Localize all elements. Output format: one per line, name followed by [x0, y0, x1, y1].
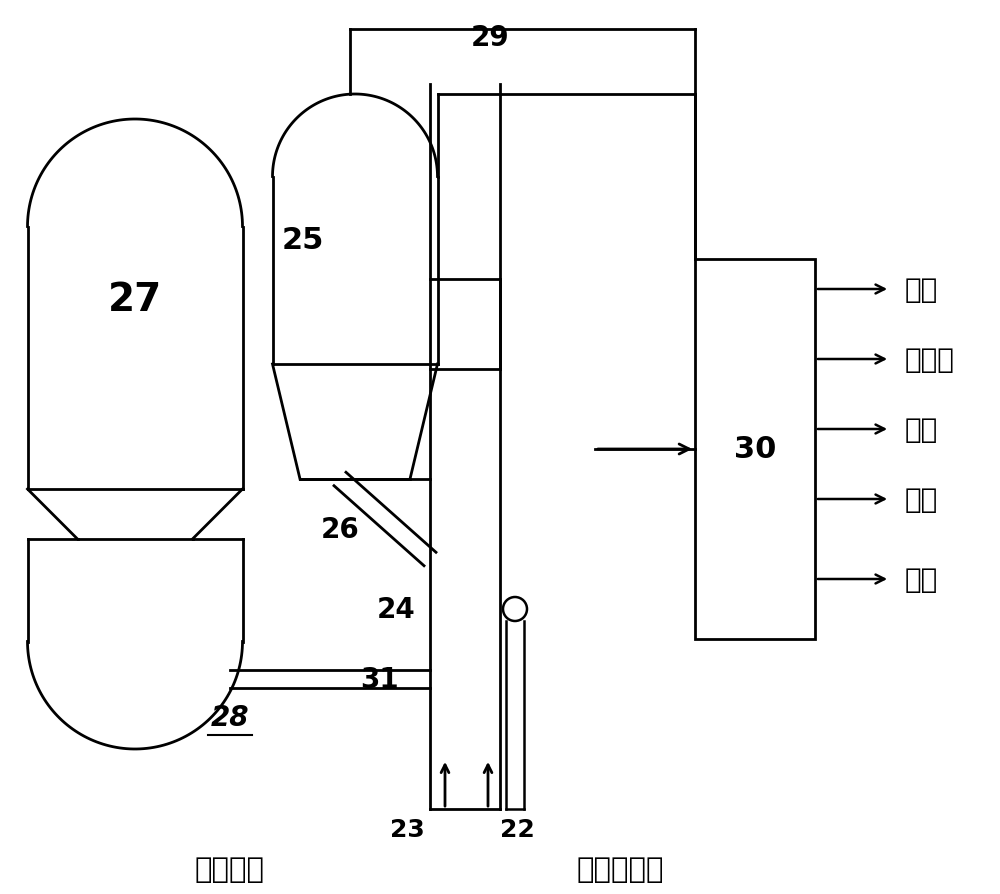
Text: 30: 30 — [734, 435, 776, 464]
Text: 预提升介质: 预提升介质 — [576, 855, 664, 883]
Text: 柴油: 柴油 — [905, 485, 938, 513]
Text: 29: 29 — [471, 24, 509, 52]
Bar — [695, 260, 815, 639]
Text: 干气: 干气 — [905, 275, 938, 304]
Text: 27: 27 — [108, 281, 162, 318]
Text: 25: 25 — [282, 225, 324, 254]
Text: 23: 23 — [390, 817, 425, 841]
Text: 22: 22 — [500, 817, 535, 841]
Text: 31: 31 — [361, 665, 399, 693]
Text: 混合原料: 混合原料 — [195, 855, 265, 883]
Text: 汽油: 汽油 — [905, 416, 938, 443]
Text: 液化气: 液化气 — [905, 346, 955, 374]
Text: 24: 24 — [377, 595, 415, 623]
Text: 26: 26 — [321, 516, 359, 544]
Text: 28: 28 — [211, 704, 249, 731]
Text: 油浆: 油浆 — [905, 565, 938, 594]
